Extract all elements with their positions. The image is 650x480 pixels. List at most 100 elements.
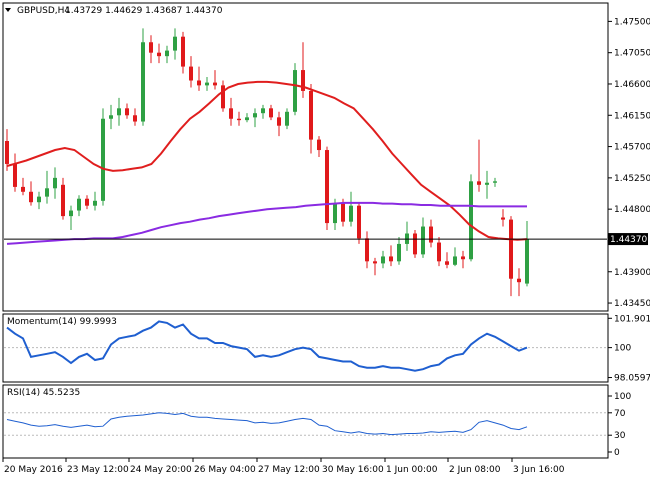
- price-tick-label: 1.44800: [614, 205, 650, 215]
- candle-body: [349, 205, 353, 222]
- candle-body: [333, 203, 337, 224]
- candle-body: [261, 108, 265, 114]
- rsi-tick-label: 0: [614, 448, 620, 458]
- candle-body: [77, 198, 81, 211]
- candle-body: [253, 113, 257, 118]
- momentum-tick-label: 101.9018: [614, 314, 650, 324]
- price-tick-label: 1.43900: [614, 268, 650, 278]
- candle-body: [101, 118, 105, 201]
- candle-body: [325, 150, 329, 224]
- candle-body: [429, 226, 433, 243]
- candle-body: [37, 196, 41, 203]
- time-tick-label: 26 May 04:00: [194, 465, 256, 475]
- candle-body: [365, 238, 369, 262]
- rsi-line: [6, 412, 528, 436]
- time-tick-label: 3 Jun 16:00: [513, 465, 565, 475]
- candle-body: [5, 141, 9, 164]
- candle-body: [13, 163, 17, 187]
- candle-body: [285, 111, 289, 126]
- time-axis: 20 May 2016 23 May 12:00 24 May 20:00 26 Ma…: [2, 458, 565, 475]
- price-tick-label: 1.46150: [614, 111, 650, 121]
- price-tick-label: 1.45700: [614, 143, 650, 153]
- price-tick-label: 1.47500: [614, 17, 650, 27]
- candle-body: [485, 182, 489, 185]
- candle-body: [469, 181, 473, 260]
- ohlc-readout: 1.43729 1.44629 1.43687 1.44370: [65, 6, 223, 16]
- candle-body: [445, 261, 449, 265]
- candle-body: [93, 200, 97, 206]
- rsi-tick-label: 30: [614, 431, 626, 441]
- candle-body: [397, 243, 401, 262]
- candle-body: [53, 177, 57, 189]
- candle-body: [165, 50, 169, 57]
- candle-body: [309, 90, 313, 140]
- candle-body: [389, 256, 393, 262]
- rsi-panel-frame: [2, 384, 609, 459]
- time-tick-label: 30 May 16:00: [322, 465, 384, 475]
- candle-body: [61, 184, 65, 217]
- price-tick-label: 1.45250: [614, 174, 650, 184]
- candle-body: [157, 52, 161, 57]
- candle-body: [189, 66, 193, 81]
- candle-body: [373, 261, 377, 264]
- price-tick-label: 1.47050: [614, 49, 650, 59]
- collapse-arrow-icon[interactable]: [5, 8, 11, 12]
- candle-body: [317, 139, 321, 151]
- candle-body: [245, 117, 249, 121]
- candle-body: [381, 256, 385, 264]
- candle-body: [229, 108, 233, 119]
- rsi-tick-label: 70: [614, 409, 626, 419]
- candle-body: [421, 226, 425, 255]
- rsi-indicator: 100 70 30 0: [4, 392, 631, 458]
- candle-body: [301, 70, 305, 91]
- symbol-header: GBPUSD,H4: [17, 6, 70, 16]
- candle-body: [477, 181, 481, 185]
- candle-body: [237, 118, 241, 121]
- candle-body: [21, 186, 25, 192]
- time-tick-label: 27 May 12:00: [258, 465, 320, 475]
- rsi-title: RSI(14) 45.5235: [7, 388, 80, 398]
- candle-body: [173, 36, 177, 51]
- momentum-tick-label: 98.0597: [614, 374, 650, 384]
- candle-body: [501, 217, 505, 220]
- candle-body: [269, 108, 273, 118]
- candle-body: [197, 80, 201, 86]
- candle-body: [45, 188, 49, 197]
- candle-body: [293, 70, 297, 112]
- candle-body: [341, 203, 345, 222]
- current-price-badge: [608, 233, 648, 246]
- candle-body: [221, 85, 225, 109]
- time-tick-label: 24 May 20:00: [130, 465, 192, 475]
- candle-body: [461, 256, 465, 260]
- candle-body: [413, 233, 417, 255]
- momentum-title: Momentum(14) 99.9993: [7, 317, 117, 327]
- candle-body: [85, 198, 89, 206]
- candle-body: [141, 42, 145, 122]
- candle-body: [437, 242, 441, 262]
- candle-body: [29, 191, 33, 203]
- candle-body: [525, 239, 529, 284]
- candle-body: [133, 115, 137, 122]
- sma-long-line: [6, 201, 527, 245]
- current-price-label: 1.44370: [610, 235, 647, 245]
- time-tick-label: 2 Jun 08:00: [449, 465, 501, 475]
- candle-body: [69, 210, 73, 217]
- candle-body: [213, 82, 217, 86]
- price-tick-label: 1.46600: [614, 80, 650, 90]
- candle-body: [277, 117, 281, 126]
- moving-averages: [6, 80, 528, 245]
- price-panel-frame: [2, 2, 609, 312]
- candle-body: [357, 205, 361, 239]
- candle-body: [509, 219, 513, 279]
- candle-body: [517, 278, 521, 283]
- time-tick-label: 20 May 2016: [4, 465, 63, 475]
- candle-body: [109, 115, 113, 119]
- candle-body: [493, 181, 497, 183]
- candle-body: [205, 82, 209, 86]
- candle-body: [117, 108, 121, 116]
- candle-body: [453, 256, 457, 265]
- momentum-tick-label: 100: [614, 344, 631, 354]
- price-tick-label: 1.43450: [614, 299, 650, 309]
- sma-short-line: [6, 80, 528, 241]
